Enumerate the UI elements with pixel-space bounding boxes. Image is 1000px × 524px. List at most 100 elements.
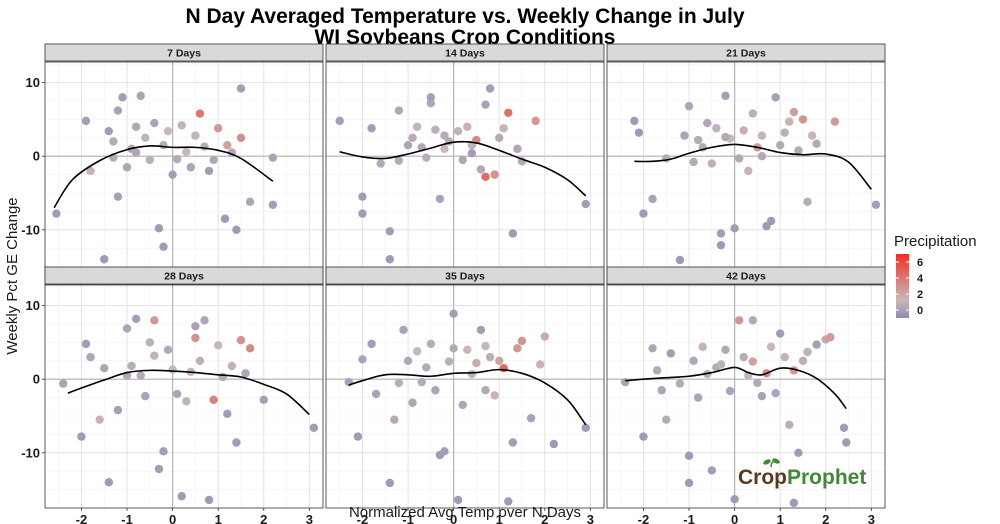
scatter-point	[335, 116, 344, 126]
scatter-point	[444, 357, 454, 366]
y-tick-label: 10	[26, 75, 40, 90]
scatter-point	[508, 229, 518, 238]
x-tick-label: -1	[402, 512, 414, 524]
scatter-point	[426, 93, 436, 102]
scatter-point	[458, 155, 467, 165]
scatter-point	[113, 106, 123, 115]
scatter-point	[100, 255, 109, 264]
scatter-point	[798, 115, 808, 124]
x-tick-label: -2	[638, 512, 650, 524]
scatter-point	[422, 363, 431, 372]
scatter-point	[122, 163, 132, 172]
scatter-point	[467, 149, 477, 158]
scatter-point	[408, 133, 417, 143]
x-tick-label: 2	[541, 512, 548, 524]
scatter-point	[154, 464, 164, 474]
smooth-trend-line	[634, 143, 872, 190]
scatter-point	[648, 344, 657, 353]
panel-border	[325, 284, 605, 509]
scatter-point	[499, 124, 508, 133]
scatter-point	[136, 371, 145, 380]
scatter-point	[785, 420, 794, 430]
scatter-point	[440, 447, 449, 456]
scatter-point	[236, 335, 246, 345]
scatter-point	[159, 140, 168, 150]
x-tick-label: 2	[260, 512, 267, 524]
scatter-point	[739, 352, 748, 362]
scatter-point	[209, 395, 218, 405]
scatter-point	[453, 126, 463, 136]
x-tick-label: 2	[822, 512, 829, 524]
scatter-point	[412, 347, 422, 356]
svg-text:CropProphet: CropProphet	[738, 466, 866, 489]
scatter-point	[417, 377, 426, 387]
scatter-point	[693, 393, 703, 402]
scatter-point	[104, 478, 114, 487]
legend-colorbar	[896, 254, 909, 318]
scatter-point	[159, 242, 168, 251]
legend-tick-label: 0	[917, 305, 923, 317]
scatter-point	[163, 126, 173, 136]
scatter-point	[839, 423, 849, 432]
scatter-point	[394, 156, 404, 165]
scatter-point	[403, 356, 413, 366]
scatter-point	[490, 391, 499, 400]
scatter-point	[871, 200, 881, 209]
scatter-point	[531, 116, 540, 126]
scatter-point	[426, 99, 436, 108]
scatter-point	[766, 342, 776, 352]
scatter-point	[204, 495, 214, 505]
panel-background	[607, 285, 885, 508]
facet-strip	[606, 43, 886, 62]
scatter-point	[467, 369, 477, 379]
scatter-point	[485, 352, 495, 362]
scatter-point	[309, 423, 319, 432]
scatter-point	[422, 153, 431, 162]
panel-border	[606, 284, 886, 509]
scatter-point	[77, 432, 86, 441]
facet-strip	[44, 43, 324, 62]
scatter-point	[182, 397, 191, 406]
scatter-point	[131, 122, 141, 131]
scatter-point	[168, 170, 177, 179]
scatter-point	[739, 126, 748, 135]
scatter-point	[794, 448, 803, 458]
facet-panel: 14 Days	[325, 43, 605, 286]
scatter-point	[481, 100, 490, 109]
scatter-point	[766, 216, 776, 226]
scatter-point	[186, 163, 196, 172]
scatter-point	[757, 391, 767, 401]
scatter-point	[86, 166, 95, 176]
y-tick-label: 10	[26, 298, 40, 313]
scatter-point	[472, 358, 481, 368]
x-tick-label: 1	[496, 512, 503, 524]
scatter-point	[744, 166, 753, 176]
scatter-point	[241, 369, 250, 378]
scatter-point	[463, 122, 472, 131]
scatter-point	[113, 192, 123, 201]
scatter-point	[684, 101, 694, 111]
scatter-point	[150, 351, 159, 360]
scatter-point	[435, 194, 445, 204]
facet-strip-label: 28 Days	[164, 271, 204, 283]
scatter-point	[463, 345, 472, 354]
scatter-point	[830, 117, 840, 126]
scatter-point	[163, 345, 173, 354]
scatter-point	[245, 344, 255, 353]
scatter-point	[549, 439, 559, 449]
scatter-point	[689, 157, 698, 167]
scatter-point	[358, 355, 367, 364]
scatter-point	[113, 405, 123, 415]
scatter-point	[86, 352, 95, 362]
smooth-trend-line	[625, 366, 847, 410]
scatter-point	[716, 229, 726, 238]
scatter-point	[195, 109, 205, 118]
y-tick-label: 0	[33, 149, 40, 164]
x-tick-label: 3	[868, 512, 875, 524]
scatter-point	[122, 324, 132, 333]
scatter-point	[481, 341, 490, 351]
scatter-point	[721, 345, 730, 354]
scatter-point	[680, 131, 689, 140]
logo-text-prophet: Prophet	[787, 466, 866, 489]
scatter-point	[136, 91, 145, 101]
